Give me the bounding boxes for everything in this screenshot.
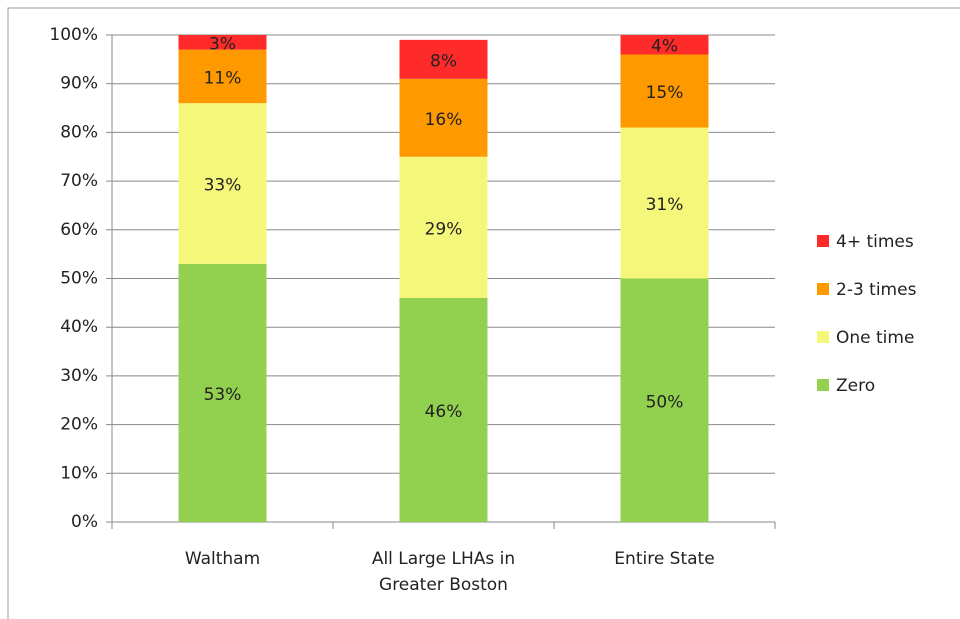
bar-segment (399, 39, 488, 79)
bar-segment (178, 263, 267, 522)
y-tick-label: 80% (60, 122, 98, 142)
data-label: 3% (209, 34, 236, 54)
data-label: 31% (646, 195, 684, 215)
data-label: 15% (646, 83, 684, 103)
data-label: 4% (651, 37, 678, 57)
bar-segment (620, 35, 709, 55)
x-tick-label: Waltham (184, 549, 261, 569)
data-label: 46% (425, 402, 463, 422)
y-tick-label: 100% (49, 25, 98, 45)
y-tick-label: 90% (60, 74, 98, 94)
frame (7, 7, 960, 619)
bar-segment (399, 156, 488, 298)
data-label: 16% (425, 110, 463, 130)
bar-segment (620, 127, 709, 279)
y-tick-label: 40% (60, 317, 98, 337)
legend-swatch (817, 283, 829, 295)
legend-label: 4+ times (836, 232, 914, 252)
data-label: 33% (204, 176, 242, 196)
bar-segment (178, 103, 267, 264)
data-label: 8% (430, 51, 457, 71)
y-tick-label: 30% (60, 366, 98, 386)
bar-segment (399, 78, 488, 157)
data-label: 11% (204, 68, 242, 88)
data-label: 50% (646, 392, 684, 412)
data-label: 53% (204, 385, 242, 405)
bar-segment (620, 278, 709, 522)
x-tick-label: Entire State (614, 549, 715, 569)
legend-swatch (817, 235, 829, 247)
y-tick-label: 20% (60, 415, 98, 435)
bar-segment (178, 35, 267, 50)
y-tick-label: 50% (60, 269, 98, 289)
y-tick-label: 60% (60, 220, 98, 240)
bar-segment (178, 49, 267, 104)
y-tick-label: 70% (60, 171, 98, 191)
legend-label: One time (836, 328, 914, 348)
data-label: 29% (425, 219, 463, 239)
y-tick-label: 10% (60, 463, 98, 483)
x-tick-label: All Large LHAs in Greater Boston (371, 549, 516, 595)
legend-label: 2-3 times (836, 280, 917, 300)
legend-swatch (817, 331, 829, 343)
bar-segment (399, 297, 488, 522)
y-tick-label: 0% (71, 512, 98, 532)
legend-label: Zero (836, 376, 875, 396)
bar-segment (620, 54, 709, 128)
legend-swatch (817, 379, 829, 391)
